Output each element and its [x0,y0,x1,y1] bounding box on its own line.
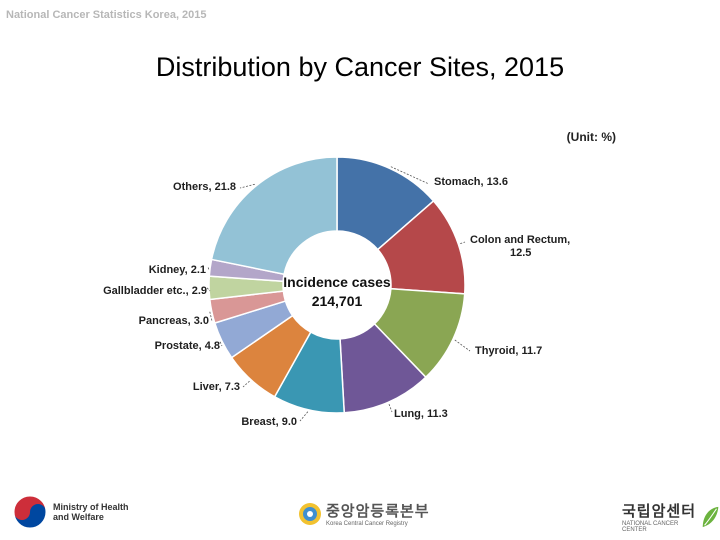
leader-line [209,311,213,322]
leader-line [206,287,211,292]
slice-labels: Stomach, 13.6 Colon and Rectum, 12.5 Thyroi… [103,176,570,428]
leader-line [388,404,393,413]
cancer-center-logo: 국립암센터 NATIONAL CANCER CENTER [622,500,720,533]
leader-line [239,183,255,189]
slice-label: Breast, 9.0 [241,416,297,428]
leader-lines [206,166,471,422]
registry-english-name: Korea Central Cancer Registry [326,521,408,527]
slice-others [210,156,338,276]
leader-line [242,380,250,388]
unit-label: (Unit: %) [567,130,616,144]
center-label: Incidence cases [283,274,391,290]
registry-korean-name: 중앙암등록본부 [326,503,430,520]
registry-logo: 중앙암등록본부 Korea Central Cancer Registry [298,500,430,527]
ministry-logo: Ministry of Health and Welfare [12,494,129,530]
leader-line [219,341,223,347]
slide-title: Distribution by Cancer Sites, 2015 [155,52,565,82]
slice-label: Stomach, 13.6 [434,176,508,188]
slice-label: Kidney, 2.1 [149,264,206,276]
registry-logo-icon [299,502,321,525]
center-english-name: NATIONAL CANCER CENTER [622,521,679,533]
leader-line [454,339,471,352]
center-korean-name: 국립암센터 [622,503,697,520]
slice-label: Others, 21.8 [173,181,236,193]
slice-label: Prostate, 4.8 [155,340,220,352]
ministry-name-line1: Ministry of Health [53,502,129,512]
leader-line [299,411,309,422]
ministry-name-line2: and Welfare [53,512,104,522]
taegeuk-emblem-icon [13,495,47,529]
slice-label: Thyroid, 11.7 [475,345,542,357]
leader-line [207,267,210,271]
leader-line [460,241,466,245]
slice-label: Lung, 11.3 [394,408,448,420]
cancer-center-leaf-icon [702,506,719,527]
slice-label: Gallbladder etc., 2.9 [103,285,207,297]
header-note: National Cancer Statistics Korea, 2015 [6,9,207,21]
slice-label: Liver, 7.3 [193,381,240,393]
chart-slices [208,156,466,414]
slice-label: Colon and Rectum, 12.5 [470,234,570,259]
center-value: 214,701 [312,293,363,309]
slice-label: Pancreas, 3.0 [139,315,209,327]
